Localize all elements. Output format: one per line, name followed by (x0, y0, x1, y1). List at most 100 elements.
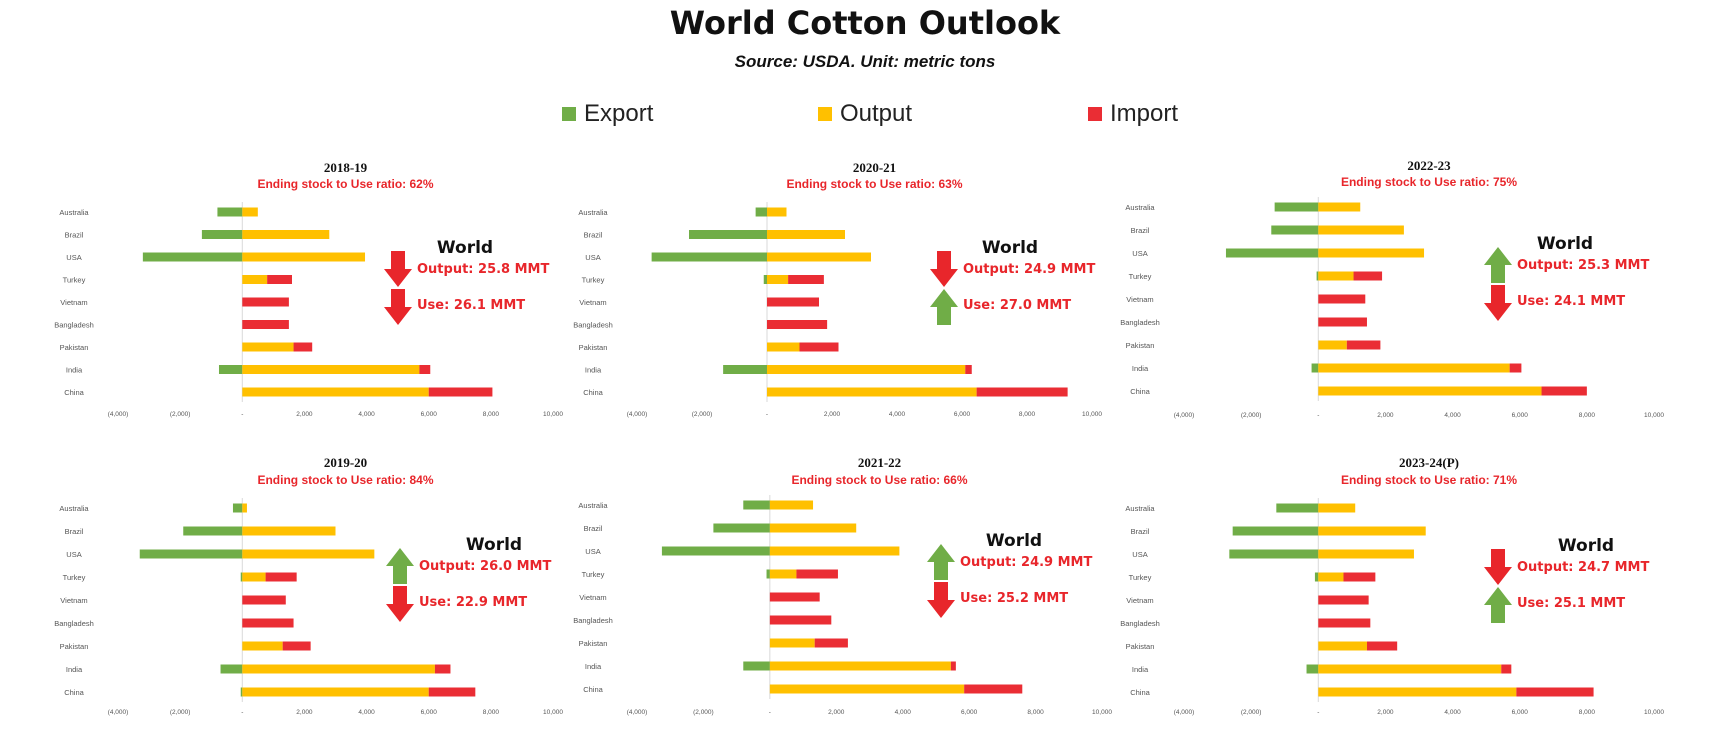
bar-import (1318, 595, 1369, 605)
bar-output (769, 569, 797, 579)
bar-import (796, 569, 838, 579)
bar-import (1318, 618, 1371, 628)
x-tick-label: - (241, 709, 243, 716)
category-label: China (583, 388, 603, 397)
x-tick-label: - (241, 411, 243, 418)
bar-output (769, 500, 814, 510)
bar-import (814, 638, 848, 648)
legend: Export Output Import (0, 100, 1730, 134)
world-heading: World (1558, 536, 1614, 556)
category-label: China (64, 388, 84, 397)
bar-output (767, 230, 845, 239)
category-label: Pakistan (60, 343, 89, 352)
bar-import (1541, 386, 1587, 396)
category-label: Vietnam (1126, 596, 1153, 605)
bar-export (661, 546, 770, 556)
world-heading: World (466, 535, 522, 555)
category-label: Turkey (1129, 573, 1152, 582)
world-use-label: Use: 25.2 MMT (960, 591, 1068, 606)
category-label: Turkey (63, 573, 86, 582)
bar-import (1501, 664, 1512, 674)
bar-output (1318, 549, 1414, 559)
x-tick-label: - (1317, 709, 1319, 716)
bar-output (1318, 687, 1517, 697)
bar-export (763, 275, 767, 284)
category-label: Brazil (584, 231, 603, 240)
bar-output (242, 549, 375, 559)
category-label: Bangladesh (54, 321, 94, 330)
bar-import (242, 595, 286, 605)
category-label: Turkey (582, 570, 605, 579)
category-label: China (583, 685, 603, 694)
category-label: Australia (1125, 504, 1155, 513)
bar-export (1316, 271, 1319, 281)
bar-import (1366, 641, 1398, 651)
bar-output (1318, 340, 1347, 350)
category-label: USA (66, 253, 81, 262)
category-label: Australia (578, 501, 608, 510)
x-tick-label: 8,000 (1579, 412, 1596, 419)
bar-import (1516, 687, 1594, 697)
world-heading: World (982, 238, 1038, 258)
bar-import (242, 618, 294, 628)
category-label: Vietnam (60, 596, 87, 605)
world-output-label: Output: 24.9 MMT (960, 555, 1092, 570)
world-use-label: Use: 26.1 MMT (417, 298, 525, 313)
category-label: Bangladesh (573, 321, 613, 330)
legend-item-import: Import (1088, 100, 1178, 128)
legend-label-import: Import (1110, 100, 1179, 127)
world-output-label: Output: 24.9 MMT (963, 262, 1095, 277)
category-label: Australia (59, 208, 89, 217)
bar-output (1318, 503, 1356, 513)
category-label: India (585, 662, 602, 671)
world-use-label: Use: 24.1 MMT (1517, 294, 1625, 309)
bar-export (240, 687, 243, 697)
bar-output (1318, 526, 1426, 536)
bar-export (1232, 526, 1319, 536)
x-tick-label: (2,000) (1241, 412, 1262, 419)
category-label: Vietnam (579, 298, 606, 307)
bar-import (1318, 294, 1366, 304)
x-tick-label: 10,000 (1644, 709, 1664, 716)
bar-output (242, 687, 429, 697)
bar-output (767, 365, 966, 374)
bar-output (769, 638, 815, 648)
category-label: Bangladesh (1120, 318, 1160, 327)
bar-export (723, 365, 767, 374)
panel-title: 2018-19 (324, 160, 368, 175)
bar-export (713, 523, 770, 533)
bar-export (220, 664, 243, 674)
bar-output (242, 342, 294, 352)
bar-import (265, 572, 297, 582)
x-tick-label: 10,000 (1644, 412, 1664, 419)
x-tick-label: 8,000 (1019, 411, 1036, 418)
bar-output (242, 207, 258, 217)
output-trend-down-arrow-icon (1484, 549, 1512, 585)
category-label: China (64, 688, 84, 697)
category-label: Vietnam (579, 593, 606, 602)
bar-export (240, 572, 243, 582)
bar-import (950, 661, 956, 671)
bar-export (1274, 202, 1319, 212)
bar-export (689, 230, 767, 239)
world-use-label: Use: 22.9 MMT (419, 595, 527, 610)
bar-import (965, 365, 972, 374)
bar-output (767, 342, 800, 352)
bar-import (428, 387, 493, 397)
x-tick-label: - (1317, 412, 1319, 419)
panel-2018-19: 2018-19 Ending stock to Use ratio: 62% Aus… (54, 160, 563, 418)
output-trend-up-arrow-icon (1484, 247, 1512, 283)
x-tick-label: - (766, 411, 768, 418)
bar-output (1318, 641, 1367, 651)
legend-swatch-import (1088, 107, 1102, 121)
x-tick-label: - (769, 709, 771, 716)
x-tick-label: (4,000) (627, 411, 648, 418)
x-tick-label: (4,000) (108, 411, 129, 418)
panel-subtitle: Ending stock to Use ratio: 66% (791, 473, 967, 487)
bar-export (142, 252, 243, 262)
bar-output (1318, 271, 1354, 281)
x-tick-label: 6,000 (1512, 709, 1529, 716)
panel-subtitle: Ending stock to Use ratio: 62% (257, 177, 433, 191)
bar-output (1318, 225, 1404, 235)
x-tick-label: 4,000 (358, 411, 375, 418)
